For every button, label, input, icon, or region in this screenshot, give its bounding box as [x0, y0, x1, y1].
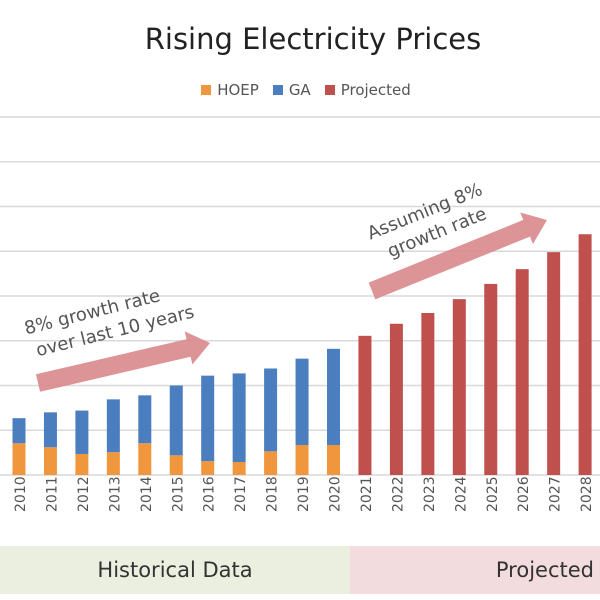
bar-projected-2027 [547, 252, 561, 475]
bar-projected-2022 [389, 323, 403, 475]
legend-swatch-ga [272, 85, 283, 95]
chart-title: Rising Electricity Prices [144, 22, 482, 56]
x-tick-label: 2015 [170, 476, 186, 512]
legend-label: GA [288, 81, 311, 99]
bar-projected-2023 [421, 313, 435, 475]
x-tick-label: 2014 [139, 476, 155, 512]
arrow-projected [368, 212, 547, 300]
x-tick-label: 2021 [359, 476, 375, 512]
x-tick-label: 2011 [44, 476, 60, 512]
bar-ga-2010 [12, 418, 26, 444]
projected-band: Projected [350, 546, 600, 594]
bar-projected-2025 [484, 283, 498, 475]
bar-projected-2021 [358, 335, 372, 475]
legend-label: Projected [340, 81, 411, 99]
bar-projected-2028 [578, 234, 592, 475]
bar-hoep-2018 [264, 451, 278, 475]
legend-swatch-projected [324, 85, 335, 95]
x-tick-label: 2013 [107, 476, 123, 512]
bar-hoep-2015 [169, 455, 183, 475]
historical-data-band: Historical Data [0, 546, 350, 594]
bar-hoep-2017 [232, 462, 246, 475]
bar-ga-2018 [264, 368, 278, 452]
bar-hoep-2010 [12, 443, 26, 475]
x-tick-label: 2025 [485, 476, 501, 512]
legend-label: HOEP [217, 81, 259, 99]
bar-hoep-2013 [106, 452, 120, 475]
bar-ga-2016 [201, 375, 215, 462]
bar-hoep-2011 [43, 447, 57, 475]
x-tick-label: 2024 [453, 476, 469, 512]
x-tick-label: 2012 [76, 476, 92, 512]
x-tick-label: 2010 [13, 476, 29, 512]
x-tick-label: 2023 [422, 476, 438, 512]
legend-item-projected: Projected [324, 81, 411, 99]
legend: HOEP GA Projected [0, 81, 600, 99]
bar-projected-2026 [515, 269, 529, 475]
x-tick-label: 2022 [390, 476, 406, 512]
bar-projected-2024 [452, 299, 466, 475]
bar-hoep-2019 [295, 445, 309, 475]
x-tick-label: 2017 [233, 476, 249, 512]
x-tick-label: 2016 [202, 476, 218, 512]
legend-item-hoep: HOEP [201, 81, 259, 99]
bar-ga-2015 [169, 385, 183, 456]
bar-ga-2017 [232, 373, 246, 463]
bar-hoep-2014 [138, 443, 152, 475]
bar-ga-2011 [43, 412, 57, 448]
x-tick-label: 2026 [516, 476, 532, 512]
bar-ga-2019 [295, 358, 309, 446]
bar-hoep-2012 [75, 453, 89, 475]
plot-area: 2010 2011 2012 2013 2014 2015 2016 2017 2018 2019… [0, 116, 600, 512]
bar-ga-2014 [138, 395, 152, 444]
arrow-historical [35, 331, 210, 392]
x-tick-label: 2028 [579, 476, 595, 512]
x-tick-label: 2019 [296, 476, 312, 512]
x-tick-label: 2027 [548, 476, 564, 512]
bar-ga-2020 [327, 348, 340, 446]
band-label: Historical Data [97, 558, 253, 582]
legend-swatch-hoep [201, 85, 212, 95]
legend-item-ga: GA [272, 81, 311, 99]
x-tick-label: 2020 [328, 476, 344, 512]
bar-ga-2012 [75, 410, 89, 454]
bar-hoep-2016 [201, 461, 215, 475]
bar-hoep-2020 [327, 445, 340, 475]
bar-ga-2013 [106, 399, 120, 453]
x-tick-label: 2018 [265, 476, 281, 512]
band-label: Projected [495, 558, 594, 582]
